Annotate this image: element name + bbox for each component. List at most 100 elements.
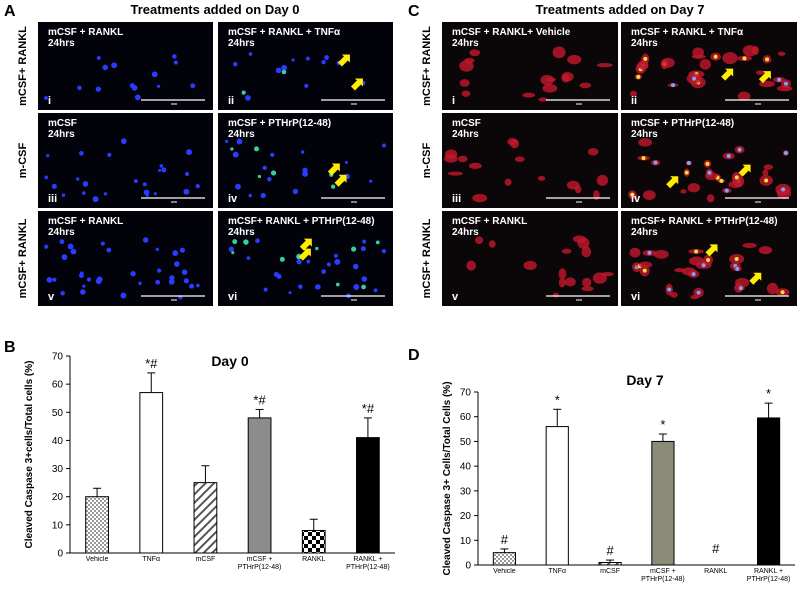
cell — [51, 183, 57, 189]
cell — [103, 192, 108, 196]
nucleus — [642, 268, 647, 273]
tile-numeral: iii — [452, 193, 461, 205]
cell — [362, 239, 367, 244]
tile-caption: mCSF+ RANKL + PTHrP(12-48) — [228, 216, 375, 227]
cell — [680, 189, 687, 194]
cell — [79, 273, 84, 279]
row-label: mCSF+ RANKL — [17, 26, 29, 106]
cell — [77, 85, 82, 91]
tile-caption: mCSF + PTHrP(12-48) — [631, 118, 734, 129]
cell — [326, 262, 331, 267]
cell — [134, 94, 141, 101]
micrograph — [38, 211, 213, 306]
cell — [321, 269, 326, 274]
tile-time: 24hrs — [631, 38, 658, 49]
nucleus — [643, 56, 648, 61]
cell — [80, 289, 86, 295]
cell — [44, 244, 49, 249]
cell — [361, 276, 368, 282]
cell — [661, 57, 675, 68]
x-tick-label-box: mCSF + PTHrP(12-48) — [641, 568, 685, 583]
cell — [315, 246, 319, 251]
nucleus — [636, 74, 641, 79]
y-tick-label: 0 — [465, 561, 471, 572]
cell — [472, 193, 488, 203]
cell — [189, 283, 195, 289]
cell — [596, 174, 609, 186]
cell — [302, 167, 308, 173]
micrograph — [442, 113, 618, 208]
chart-title: Day 7 — [626, 372, 664, 388]
cell — [735, 277, 750, 288]
cell — [195, 183, 200, 189]
y-tick-label: 60 — [52, 380, 64, 391]
micrograph — [38, 22, 213, 110]
bar — [545, 426, 569, 566]
nucleus — [764, 178, 769, 183]
cell — [230, 147, 234, 151]
panel-letter: B — [4, 339, 16, 356]
cell — [190, 83, 196, 89]
cell — [298, 284, 303, 289]
cell — [474, 236, 484, 245]
x-tick-label: RANKL — [704, 568, 728, 575]
cell — [306, 259, 311, 264]
cell — [344, 160, 348, 164]
cell — [82, 181, 89, 187]
nucleus — [765, 57, 770, 62]
cell — [572, 235, 587, 243]
panel-letter: A — [4, 3, 16, 20]
arrow — [299, 238, 312, 251]
y-tick-label: 40 — [460, 462, 472, 473]
cell — [46, 277, 53, 283]
cell — [276, 273, 282, 279]
nucleus — [783, 81, 788, 86]
cell — [457, 155, 468, 163]
cell — [248, 52, 253, 56]
cell — [95, 278, 102, 285]
arrow — [721, 68, 734, 81]
cell — [95, 86, 101, 92]
tile-numeral: vi — [228, 291, 237, 303]
cell — [82, 284, 86, 288]
nucleus — [701, 263, 706, 268]
cell — [353, 263, 359, 270]
cell — [255, 238, 260, 244]
cell — [233, 61, 238, 67]
cell — [70, 248, 77, 255]
cell — [44, 175, 49, 180]
cell — [292, 188, 299, 195]
nucleus — [653, 160, 658, 165]
cell — [538, 97, 548, 102]
x-tick-label-box: Vehicle — [86, 556, 109, 563]
nucleus — [696, 290, 701, 295]
cell — [241, 90, 246, 95]
x-tick-label-box: mCSF — [195, 556, 215, 563]
x-tick-label: RANKL + PTHrP(12-48) — [746, 568, 791, 583]
y-tick-label: 10 — [460, 536, 472, 547]
y-axis-label: Cleaved Caspase 3+cells/Total cells (%) — [24, 361, 35, 549]
tile-time: 24hrs — [48, 129, 75, 140]
x-tick-label: mCSF — [600, 568, 620, 575]
cell — [552, 46, 566, 59]
cell — [353, 284, 360, 290]
cell — [381, 248, 387, 254]
cell — [766, 282, 779, 295]
cell — [369, 179, 373, 183]
cell — [361, 284, 366, 290]
nucleus — [671, 83, 676, 88]
x-tick-label: TNFα — [142, 556, 161, 563]
x-tick-label-box: RANKL + PTHrP(12-48) — [746, 568, 791, 583]
cell — [537, 175, 546, 181]
cell — [138, 281, 142, 286]
nucleus — [684, 170, 689, 175]
y-tick-label: 30 — [460, 486, 472, 497]
cell — [172, 250, 179, 256]
cell — [567, 54, 582, 65]
significance-label: # — [712, 541, 720, 556]
cell — [254, 146, 260, 152]
arrow — [758, 71, 771, 84]
significance-label: # — [606, 543, 614, 558]
cell — [447, 171, 464, 176]
